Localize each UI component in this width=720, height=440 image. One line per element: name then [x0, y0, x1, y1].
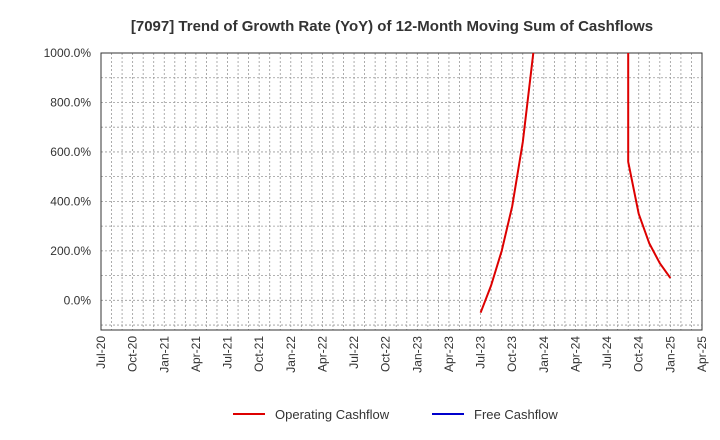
x-tick-label: Apr-22: [315, 336, 329, 372]
x-tick-label: Jan-24: [537, 336, 551, 373]
x-tick-label: Apr-23: [442, 336, 456, 372]
y-tick-label: 800.0%: [50, 95, 91, 109]
x-tick-label: Jul-22: [347, 336, 361, 369]
y-tick-label: 600.0%: [50, 145, 91, 159]
x-tick-label: Jul-23: [474, 336, 488, 369]
series-layer: [479, 52, 672, 314]
chart-title: [7097] Trend of Growth Rate (YoY) of 12-…: [131, 18, 653, 35]
y-tick-label: 200.0%: [50, 244, 91, 258]
y-tick-label: 400.0%: [50, 194, 91, 208]
x-tick-label: Jul-20: [94, 336, 108, 369]
x-tick-label: Apr-25: [695, 336, 709, 372]
x-tick-label: Oct-24: [632, 336, 646, 372]
y-tick-label: 0.0%: [64, 293, 92, 307]
y-axis: 0.0% 200.0% 400.0% 600.0% 800.0% 1000.0%: [44, 46, 92, 307]
x-tick-label: Jan-21: [157, 336, 171, 373]
x-tick-label: Jan-22: [284, 336, 298, 373]
legend: Operating Cashflow Free Cashflow: [233, 407, 558, 422]
x-tick-label: Jul-24: [600, 336, 614, 369]
x-tick-label: Oct-23: [505, 336, 519, 372]
legend-label: Free Cashflow: [474, 407, 558, 422]
legend-label: Operating Cashflow: [275, 407, 390, 422]
x-tick-label: Jan-25: [663, 336, 677, 373]
series-line-operating-cashflow: [479, 52, 535, 314]
x-tick-label: Apr-24: [568, 336, 582, 372]
x-tick-label: Oct-22: [379, 336, 393, 372]
series-line-operating-cashflow: [627, 53, 672, 279]
x-tick-label: Oct-20: [126, 336, 140, 372]
plot-area: [100, 52, 703, 331]
x-tick-label: Jan-23: [410, 336, 424, 373]
x-tick-label: Oct-21: [252, 336, 266, 372]
y-tick-label: 1000.0%: [44, 46, 92, 60]
x-tick-label: Apr-21: [189, 336, 203, 372]
grid: [101, 53, 702, 330]
x-axis: Jul-20 Oct-20 Jan-21 Apr-21 Jul-21 Oct-21 Jan-…: [94, 336, 709, 373]
x-tick-label: Jul-21: [221, 336, 235, 369]
